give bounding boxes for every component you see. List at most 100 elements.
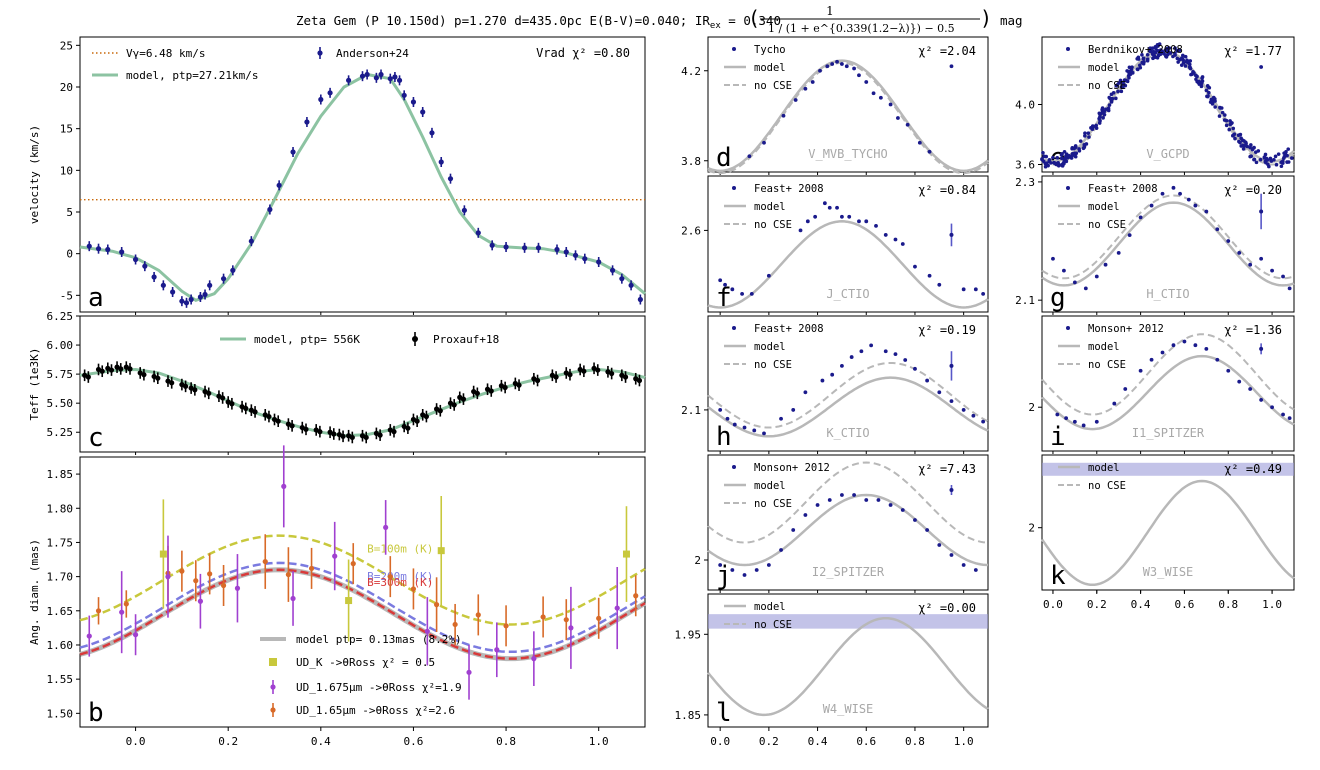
ytick-label-b: 1.65 — [47, 605, 74, 618]
point-h — [903, 358, 908, 362]
annotation-vrad: Vrad χ² =0.80 — [536, 46, 630, 60]
model-curve-g — [1041, 201, 1295, 287]
point-a — [503, 244, 509, 250]
panel-h: 2.1 h Feast+ 2008 model no CSE χ² =0.19 K_CTIO — [681, 315, 989, 454]
point-g — [1127, 233, 1132, 238]
xtick-label-k: 0.2 — [1087, 598, 1107, 611]
point-e — [1145, 58, 1150, 63]
point-d — [810, 80, 815, 84]
point-e — [1200, 75, 1205, 79]
panel-b: 1.50 1.55 1.60 1.65 1.70 1.75 1.80 1.85 0.0 0.2 0.… — [28, 445, 647, 748]
point-e — [1220, 110, 1225, 115]
legend-marker-obs-g — [1066, 186, 1070, 190]
point-f — [813, 214, 818, 219]
chi2-i: χ² =1.36 — [1224, 323, 1282, 337]
point-c — [220, 395, 226, 401]
point-a — [438, 159, 444, 165]
point-e — [1136, 57, 1141, 61]
point-i — [1081, 423, 1086, 428]
point-d — [803, 86, 808, 91]
point-c — [229, 401, 235, 407]
xtick-label-l: 1.0 — [954, 735, 974, 748]
point-b-h2 — [220, 582, 227, 589]
legend-text-model-f: model — [754, 201, 786, 213]
legend-marker-obs-f — [732, 186, 736, 190]
panel-k-xticks: 0.0 0.2 0.4 0.6 0.8 1.0 — [1043, 590, 1282, 611]
point-g — [1083, 286, 1088, 291]
panel-a: -5 0 5 10 15 20 25 a velocity (km/s) Vγ=6.48 km/s… — [28, 36, 646, 315]
point-b-k — [437, 547, 445, 555]
ytick-label-b: 1.85 — [47, 468, 74, 481]
point-h — [718, 408, 723, 412]
point-f — [981, 291, 986, 296]
point-e — [1100, 106, 1105, 110]
point-e — [1179, 56, 1184, 61]
ytick-label-b: 1.80 — [47, 502, 74, 515]
point-g — [1103, 262, 1108, 267]
point-d — [888, 102, 893, 107]
point-a — [142, 263, 148, 269]
point-f — [927, 273, 932, 278]
point-e — [1177, 48, 1182, 53]
point-i — [1072, 419, 1077, 424]
ytick-label-b: 1.50 — [47, 707, 74, 720]
point-e — [1204, 88, 1209, 93]
panel-frame-i — [1041, 315, 1295, 452]
point-a — [276, 182, 282, 188]
point-f — [840, 214, 844, 219]
point-e — [1238, 140, 1242, 145]
point-e — [1194, 77, 1198, 82]
point-h — [849, 355, 854, 359]
point-j — [949, 553, 954, 557]
point-b-h2 — [207, 571, 213, 577]
point-a — [563, 249, 569, 255]
point-e — [1253, 150, 1258, 154]
point-b-h2 — [179, 568, 185, 574]
point-e — [1231, 126, 1236, 131]
point-c — [340, 433, 346, 439]
ylabel-c: Teff (1e3K) — [28, 348, 41, 421]
point-f — [740, 291, 744, 296]
point-d — [825, 64, 830, 69]
ytick-label-i: 2 — [1028, 401, 1035, 414]
ytick-label-c: 5.25 — [47, 426, 74, 439]
panel-l: 1.85 1.95 0.0 0.2 0.4 0.6 0.8 1.0 l model no CSE χ²… — [675, 593, 989, 748]
point-e — [1171, 54, 1175, 59]
point-c — [488, 388, 494, 394]
point-e — [1274, 162, 1279, 167]
point-b-h1 — [119, 609, 125, 615]
point-g — [1171, 185, 1176, 190]
point-c — [289, 423, 295, 429]
point-b-h2 — [123, 601, 129, 607]
point-i — [1094, 419, 1099, 424]
point-e — [1148, 46, 1153, 51]
point-b-h2 — [596, 615, 602, 621]
point-i — [1193, 343, 1198, 348]
point-c — [363, 434, 369, 441]
point-a — [290, 149, 296, 155]
errpoint-f — [949, 232, 954, 237]
band-name-e: V_GCPD — [1146, 147, 1189, 161]
point-c — [377, 432, 383, 438]
legend-text-nocse-l: no CSE — [754, 619, 792, 631]
point-h — [762, 431, 766, 436]
legend-marker-obs-d — [732, 47, 736, 51]
point-e — [1263, 152, 1268, 157]
point-h — [981, 419, 986, 424]
point-d — [747, 154, 752, 159]
point-i — [1064, 416, 1069, 421]
point-c — [502, 384, 508, 391]
legend-point-c — [412, 336, 418, 342]
ytick-label-g: 2.3 — [1015, 176, 1035, 189]
point-e — [1106, 108, 1111, 113]
point-b-h2 — [410, 586, 417, 592]
point-h — [820, 378, 825, 383]
point-b-h1 — [332, 553, 338, 559]
point-a — [401, 92, 407, 98]
point-b-h2 — [285, 571, 292, 578]
point-a — [396, 77, 403, 83]
ytick-label-l: 1.85 — [675, 709, 702, 722]
model-curve-l — [707, 616, 989, 717]
point-e — [1082, 143, 1087, 147]
ytick-label-k: 2 — [1028, 522, 1035, 535]
